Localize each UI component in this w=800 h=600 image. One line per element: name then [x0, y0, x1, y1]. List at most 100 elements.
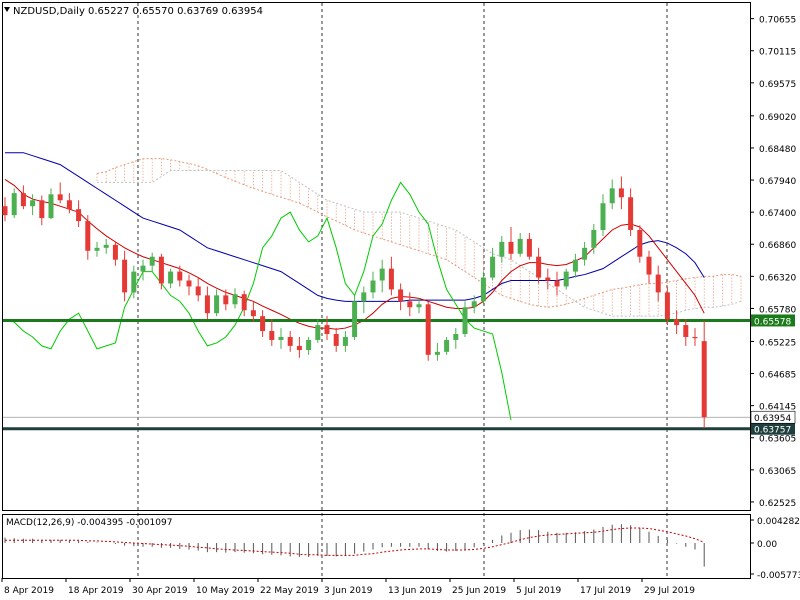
ichimoku-lines [4, 152, 705, 421]
time-tick-label: 18 Apr 2019 [68, 586, 124, 596]
price-tick-label: 0.66320 [759, 273, 796, 283]
bear-candle [692, 336, 698, 339]
bull-candle [370, 280, 376, 293]
bull-candle [453, 334, 459, 340]
bull-candle [168, 271, 174, 284]
level-price-label: 0.63757 [754, 426, 791, 436]
bear-candle [122, 259, 128, 293]
bull-candle [600, 203, 606, 230]
bear-candle [269, 331, 275, 340]
bull-candle [517, 238, 523, 254]
bull-candle [609, 188, 615, 204]
macd-tick-label: 0.004282 [757, 517, 800, 527]
bull-candle [591, 229, 597, 248]
current-price-tag [750, 410, 796, 424]
bear-candle [2, 206, 8, 216]
ohlc-values: 0.65227 0.65570 0.63769 0.63954 [88, 6, 263, 17]
bear-candle [250, 310, 256, 317]
bear-candle [674, 319, 680, 326]
bear-candle [333, 334, 339, 346]
time-tick-label: 10 May 2019 [196, 586, 255, 596]
bull-candle [462, 307, 468, 335]
chart-header: NZDUSD,Daily 0.65227 0.65570 0.63769 0.6… [4, 6, 263, 17]
price-tick-label: 0.64685 [759, 371, 796, 381]
price-tick-label: 0.64145 [759, 403, 796, 413]
time-tick-label: 25 Jun 2019 [452, 586, 506, 596]
bear-candle [57, 194, 63, 201]
bear-candle [646, 256, 652, 275]
bear-candle [388, 268, 394, 290]
bear-candle [655, 274, 661, 293]
bull-candle [490, 256, 496, 278]
bull-candle [94, 247, 100, 251]
bear-candle [112, 244, 118, 260]
macd-label: MACD(12,26,9) -0.004395 -0.001097 [6, 518, 172, 528]
macd-signal-line [5, 527, 705, 556]
bull-candle [572, 259, 578, 272]
level-price-tag [751, 314, 795, 327]
price-tick-label: 0.62525 [759, 499, 796, 509]
bear-candle [186, 280, 192, 287]
bear-candle [425, 304, 431, 355]
price-tick-label: 0.70115 [759, 48, 796, 58]
price-tick-label: 0.70655 [759, 16, 796, 26]
symbol-label: NZDUSD,Daily [13, 6, 85, 17]
bear-candle [683, 325, 689, 337]
bull-candle [30, 200, 36, 207]
bear-candle [637, 229, 643, 257]
bull-candle [140, 265, 146, 272]
time-tick-label: 17 Jul 2019 [580, 586, 631, 596]
price-tick-label: 0.67400 [759, 209, 796, 219]
bull-candle [444, 339, 450, 352]
price-tick-label: 0.68480 [759, 145, 796, 155]
bear-candle [407, 301, 413, 308]
bull-candle [563, 271, 569, 287]
price-tick-label: 0.66860 [759, 241, 796, 251]
level-price-label: 0.65578 [754, 317, 791, 327]
price-tick-label: 0.63065 [759, 467, 796, 477]
candles [2, 176, 707, 428]
bull-candle [11, 193, 17, 216]
price-tick-label: 0.69020 [759, 113, 796, 123]
senkou-span-a [96, 158, 742, 308]
price-tick-label: 0.67940 [759, 177, 796, 187]
chikou-span-line [4, 181, 512, 421]
bear-candle [664, 292, 670, 320]
bear-candle [296, 345, 302, 351]
bull-candle [131, 271, 137, 293]
time-axis: 8 Apr 2019 18 Apr 2019 30 Apr 2019 10 May 2… [1, 578, 695, 596]
bear-candle [398, 289, 404, 302]
bear-candle [223, 295, 229, 305]
bull-candle [149, 256, 155, 266]
bull-candle [306, 339, 312, 351]
bull-candle [582, 247, 588, 260]
bear-candle [324, 325, 330, 335]
bull-candle [315, 325, 321, 340]
bear-candle [701, 341, 707, 418]
bear-candle [526, 238, 532, 257]
macd-pane-border [2, 514, 751, 579]
dropdown-triangle-icon[interactable] [4, 7, 10, 12]
bull-candle [471, 301, 477, 308]
bull-candle [499, 241, 505, 257]
bear-candle [287, 336, 293, 346]
bear-candle [536, 256, 542, 278]
time-tick-label: 30 Apr 2019 [132, 586, 188, 596]
time-tick-label: 29 Jul 2019 [644, 586, 695, 596]
time-tick-label: 3 Jun 2019 [324, 586, 373, 596]
level-price-tag [751, 422, 795, 435]
macd-tick-label: -0.005773 [757, 571, 800, 581]
bull-candle [434, 351, 440, 355]
bull-candle [232, 294, 238, 305]
price-tick-label: 0.65225 [759, 338, 796, 348]
time-tick-label: 5 Jul 2019 [516, 586, 561, 596]
bear-candle [260, 316, 266, 332]
price-tick-label: 0.69575 [759, 80, 796, 90]
bear-candle [39, 200, 45, 219]
kijun-sen-line [5, 152, 705, 302]
bear-candle [618, 188, 624, 198]
bull-candle [214, 295, 220, 314]
bull-candle [342, 336, 348, 346]
bear-candle [545, 277, 551, 281]
